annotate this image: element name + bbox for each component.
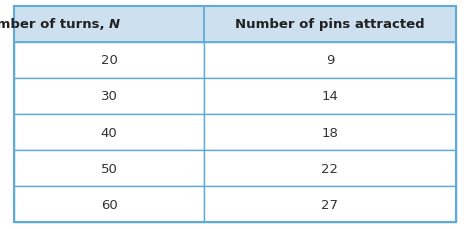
Text: Number of pins attracted: Number of pins attracted xyxy=(235,18,425,31)
Text: Number of turns,: Number of turns, xyxy=(0,18,109,31)
Bar xyxy=(204,114,456,150)
Bar xyxy=(204,7,456,43)
Text: 50: 50 xyxy=(101,162,118,175)
Text: 40: 40 xyxy=(101,126,118,139)
Bar xyxy=(14,7,204,43)
Text: 18: 18 xyxy=(321,126,338,139)
Bar xyxy=(204,43,456,79)
Text: 9: 9 xyxy=(326,54,334,67)
Bar xyxy=(14,43,204,79)
Bar xyxy=(204,150,456,186)
Text: N: N xyxy=(109,18,120,31)
Bar xyxy=(14,150,204,186)
Bar xyxy=(14,186,204,222)
Text: 14: 14 xyxy=(321,90,338,103)
Text: 20: 20 xyxy=(101,54,118,67)
Text: 27: 27 xyxy=(321,198,338,211)
Text: 30: 30 xyxy=(101,90,118,103)
Bar xyxy=(204,79,456,114)
Bar xyxy=(14,79,204,114)
Text: 60: 60 xyxy=(101,198,118,211)
Bar xyxy=(14,114,204,150)
Bar xyxy=(204,186,456,222)
Text: 22: 22 xyxy=(321,162,338,175)
